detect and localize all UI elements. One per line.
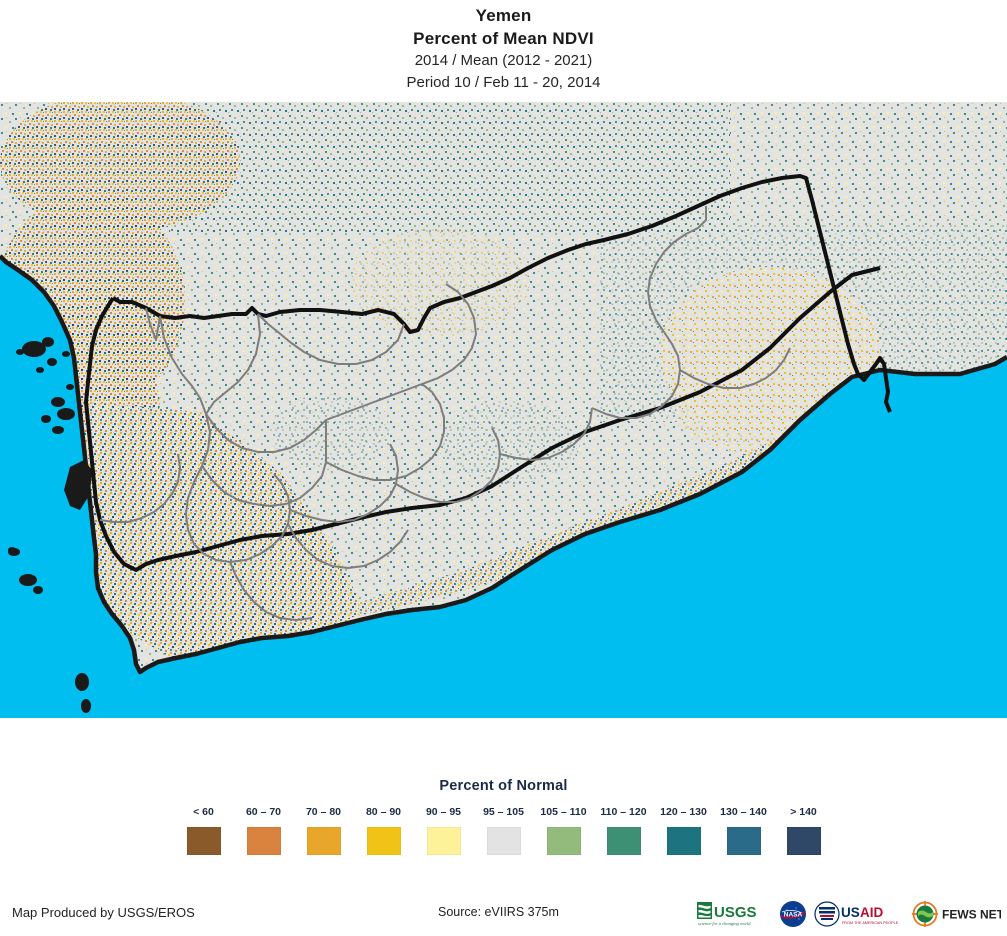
legend-class-90-95[interactable]: 90 – 95 xyxy=(414,806,474,855)
legend-class-105-110[interactable]: 105 – 110 xyxy=(534,806,594,855)
map-title-main: Percent of Mean NDVI xyxy=(413,29,594,48)
map-title-period: Period 10 / Feb 11 - 20, 2014 xyxy=(406,74,601,91)
legend-label: 60 – 70 xyxy=(245,806,282,818)
legend-swatch xyxy=(546,827,581,855)
legend-label: 130 – 140 xyxy=(720,806,767,818)
legend-class-60-70[interactable]: 60 – 70 xyxy=(234,806,294,855)
legend-label: 105 – 110 xyxy=(540,806,587,818)
data-source-credit: Source: eVIIRS 375m xyxy=(438,905,559,919)
red-sea-islands xyxy=(8,337,92,713)
legend-swatch xyxy=(246,827,281,855)
legend-class-95-105[interactable]: 95 – 105 xyxy=(474,806,534,855)
legend-swatch xyxy=(306,827,341,855)
legend-swatch xyxy=(726,827,761,855)
svg-text:USGS: USGS xyxy=(714,904,757,921)
map-panel[interactable] xyxy=(0,102,1007,718)
legend-class-110-120[interactable]: 110 – 120 xyxy=(594,806,654,855)
title-block: Yemen Percent of Mean NDVI 2014 / Mean (… xyxy=(0,0,1007,102)
usaid-logo: US AID FROM THE AMERICAN PEOPLE xyxy=(814,899,906,929)
legend-swatch xyxy=(426,827,461,855)
usgs-logo: USGS science for a changing world xyxy=(696,899,772,929)
svg-text:AID: AID xyxy=(860,905,884,920)
yemen-national-border xyxy=(112,174,892,413)
legend-label: 80 – 90 xyxy=(365,806,402,818)
ndvi-raster-map[interactable] xyxy=(0,102,1007,718)
legend-class-80-90[interactable]: 80 – 90 xyxy=(354,806,414,855)
yemen-border-south-coast xyxy=(84,266,881,572)
legend-swatch xyxy=(786,827,821,855)
admin-boundaries xyxy=(99,206,791,621)
svg-text:FEWS NET: FEWS NET xyxy=(942,908,1001,922)
map-title-country: Yemen xyxy=(475,6,532,25)
fewsnet-logo: FEWS NET xyxy=(911,899,1001,929)
legend-class-130-140[interactable]: 130 – 140 xyxy=(714,806,774,855)
legend-label: 90 – 95 xyxy=(425,806,462,818)
legend-class-lt60[interactable]: < 60 xyxy=(174,806,234,855)
legend-swatch xyxy=(366,827,401,855)
legend-title: Percent of Normal xyxy=(439,778,568,794)
producer-credit: Map Produced by USGS/EROS xyxy=(12,905,195,920)
footer: Map Produced by USGS/EROS Source: eVIIRS… xyxy=(0,893,1007,936)
map-title-subtitle: 2014 / Mean (2012 - 2021) xyxy=(414,52,593,69)
legend-label: 110 – 120 xyxy=(600,806,647,818)
svg-text:science for a changing world: science for a changing world xyxy=(698,921,751,926)
legend-swatch xyxy=(486,827,521,855)
legend-items: < 60 60 – 70 70 – 80 80 – 90 90 – 95 95 … xyxy=(0,806,1007,855)
legend-label: < 60 xyxy=(193,806,214,818)
legend-class-70-80[interactable]: 70 – 80 xyxy=(294,806,354,855)
nasa-logo: NASA xyxy=(780,901,806,927)
legend-class-120-130[interactable]: 120 – 130 xyxy=(654,806,714,855)
legend-swatch xyxy=(666,827,701,855)
svg-text:FROM THE AMERICAN PEOPLE: FROM THE AMERICAN PEOPLE xyxy=(842,921,899,925)
svg-text:US: US xyxy=(841,905,860,920)
legend: Percent of Normal < 60 60 – 70 70 – 80 8… xyxy=(0,770,1007,870)
legend-swatch xyxy=(186,827,221,855)
coastline xyxy=(0,254,1007,675)
legend-label: > 140 xyxy=(790,806,817,818)
svg-text:NASA: NASA xyxy=(784,912,803,919)
legend-swatch xyxy=(606,827,641,855)
legend-label: 70 – 80 xyxy=(305,806,342,818)
legend-label: 120 – 130 xyxy=(660,806,707,818)
logo-strip: USGS science for a changing world NASA xyxy=(696,895,1001,933)
legend-class-gt140[interactable]: > 140 xyxy=(774,806,834,855)
legend-label: 95 – 105 xyxy=(483,806,524,818)
